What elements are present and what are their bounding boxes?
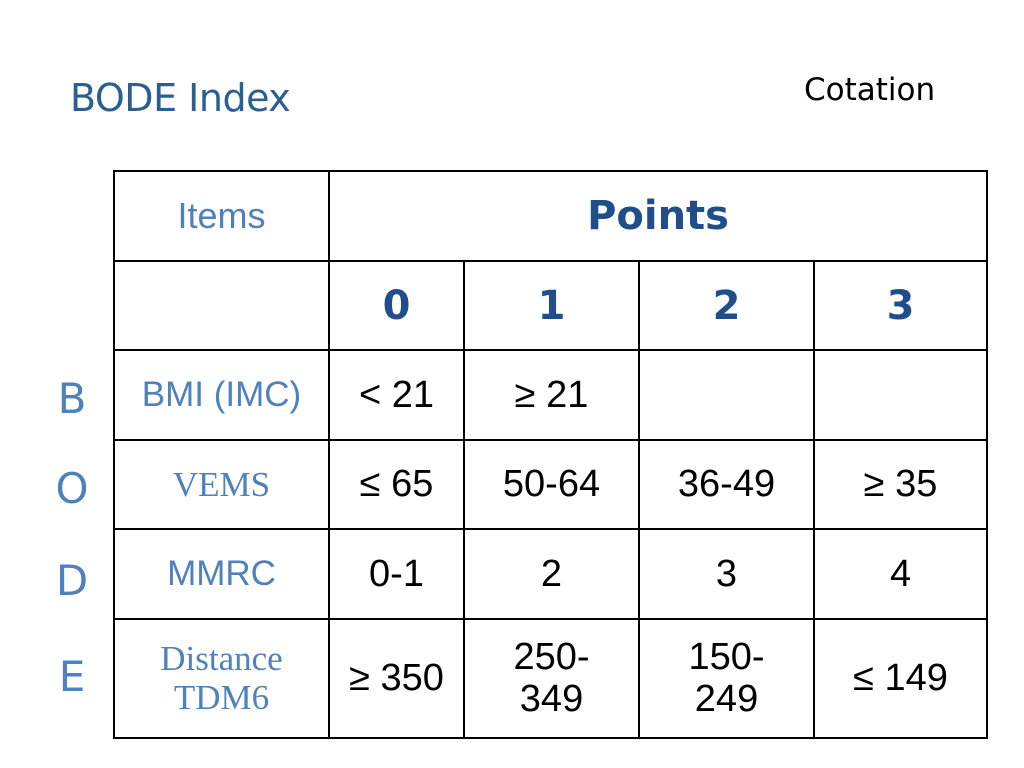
points-col-0: 0 — [328, 260, 465, 351]
vems-value-3: ≥ 35 — [812, 439, 989, 530]
slide-title: BODE Index — [70, 76, 291, 120]
distance-value-1: 250- 349 — [463, 618, 640, 739]
slide-subtitle: Cotation — [804, 72, 936, 108]
side-letter-d: D — [55, 556, 89, 605]
points-header: Points — [327, 170, 989, 262]
mmrc-value-1: 2 — [463, 528, 640, 620]
points-col-2: 2 — [638, 260, 815, 351]
item-vems: VEMS — [113, 439, 330, 530]
table-row-mmrc: MMRC 0-1 2 3 4 — [113, 528, 989, 620]
items-header: Items — [113, 170, 330, 262]
bode-score-table: Items Points 0 1 2 3 BMI (IMC) < 21 ≥ 21… — [113, 170, 989, 739]
distance-value-1-line1: 250- — [513, 635, 590, 678]
distance-value-0: ≥ 350 — [328, 618, 465, 739]
distance-value-2-line1: 150- — [688, 635, 765, 678]
table-row-distance: Distance TDM6 ≥ 350 250- 349 150- 249 ≤ … — [113, 618, 989, 739]
vems-value-1: 50-64 — [463, 439, 640, 530]
side-letter-e: E — [58, 652, 86, 701]
bmi-value-1: ≥ 21 — [463, 349, 640, 441]
table-header-row: Items Points — [113, 170, 989, 262]
distance-value-1-line2: 349 — [519, 677, 584, 720]
mmrc-value-2: 3 — [638, 528, 815, 620]
bmi-value-3 — [812, 349, 989, 441]
distance-value-2-line2: 249 — [694, 677, 759, 720]
table-row-bmi: BMI (IMC) < 21 ≥ 21 — [113, 349, 989, 441]
bmi-value-0: < 21 — [328, 349, 465, 441]
vems-value-2: 36-49 — [638, 439, 815, 530]
bmi-value-2 — [638, 349, 815, 441]
mmrc-value-3: 4 — [812, 528, 989, 620]
side-letter-o: O — [55, 464, 89, 513]
item-mmrc: MMRC — [113, 528, 330, 620]
item-distance-line1: Distance — [160, 639, 283, 678]
item-distance-line2: TDM6 — [173, 677, 270, 717]
distance-value-3: ≤ 149 — [812, 618, 989, 739]
distance-value-2: 150- 249 — [638, 618, 815, 739]
points-col-3: 3 — [812, 260, 989, 351]
points-col-1: 1 — [463, 260, 640, 351]
side-letter-b: B — [57, 374, 87, 423]
empty-cell — [113, 260, 330, 351]
mmrc-value-0: 0-1 — [328, 528, 465, 620]
item-bmi: BMI (IMC) — [113, 349, 330, 441]
table-row-vems: VEMS ≤ 65 50-64 36-49 ≥ 35 — [113, 439, 989, 530]
points-columns-row: 0 1 2 3 — [113, 260, 989, 351]
vems-value-0: ≤ 65 — [328, 439, 465, 530]
item-distance: Distance TDM6 — [113, 618, 330, 739]
